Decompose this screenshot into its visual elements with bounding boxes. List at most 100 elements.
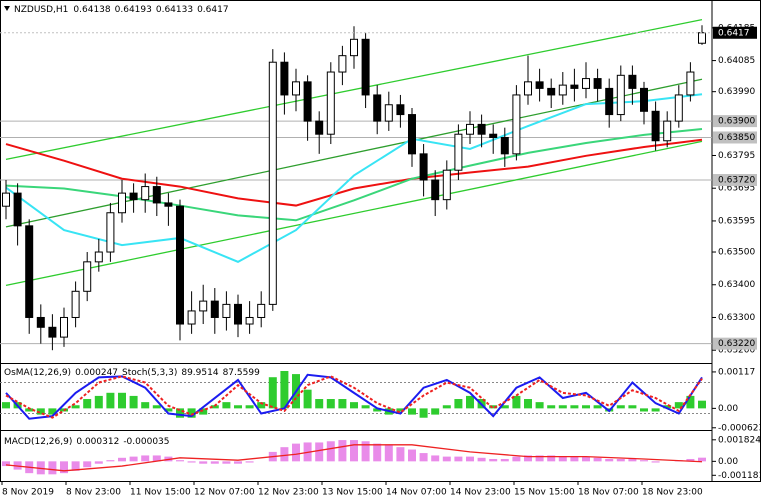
candle-body	[466, 123, 474, 135]
osma-bar	[431, 408, 440, 415]
macd-bar	[477, 457, 486, 462]
macd-bar	[71, 461, 80, 471]
candle-body	[373, 94, 382, 122]
candle-body	[500, 136, 509, 155]
y-tick-label: 0.63695	[718, 184, 755, 194]
y-tick-label: 0.63200	[718, 346, 755, 356]
level-box	[713, 174, 757, 187]
level-label: 0.63220	[718, 339, 755, 349]
osma-bar	[326, 399, 335, 409]
macd-bar	[315, 442, 324, 462]
osma-bar	[512, 395, 521, 409]
macd-bar	[454, 456, 463, 462]
osma-bar	[234, 405, 242, 409]
candle-body	[152, 186, 161, 204]
candle-body	[524, 81, 532, 96]
macd-bar	[640, 460, 648, 462]
level-box	[713, 131, 757, 144]
symbol: NZDUSD,H1	[14, 5, 68, 15]
candle-body	[570, 84, 579, 89]
macd-bar	[106, 460, 115, 462]
candle-body	[558, 84, 567, 96]
macd-bar	[605, 458, 614, 462]
macd-bar	[698, 457, 706, 462]
header-high: 0.64193	[115, 5, 152, 15]
macd-bar	[616, 458, 625, 462]
x-tick-label: 11 Nov 15:00	[130, 488, 191, 498]
osma-bar	[674, 402, 683, 409]
y-tick-label: 0.63400	[718, 280, 755, 290]
stoch-title: Stoch(5,3,3)	[122, 368, 177, 378]
level-label: 0.63850	[718, 133, 755, 143]
macd-bar	[94, 461, 103, 464]
macd-bar	[2, 461, 10, 467]
candle-body	[698, 32, 706, 44]
candle-body	[674, 94, 683, 122]
macd-bar	[547, 455, 556, 462]
macd-bar	[222, 461, 231, 464]
macd-bar	[118, 457, 126, 462]
osma-bar	[361, 405, 370, 409]
level-label: 0.63900	[718, 117, 755, 127]
macd-bar	[187, 461, 196, 463]
line-series	[5, 140, 703, 287]
header-low: 0.64133	[156, 5, 193, 15]
y-tick-label: 0.00117	[718, 367, 755, 377]
level-box	[713, 337, 757, 350]
osma-bar	[570, 405, 579, 409]
osma-bar	[83, 399, 92, 409]
macd-bar	[408, 449, 416, 462]
macd-bar	[152, 455, 161, 462]
macd-bar	[210, 461, 219, 464]
candle-body	[2, 192, 10, 207]
plot-layer: 0.641850.640850.639900.637950.636950.635…	[0, 19, 761, 498]
candle-body	[118, 192, 126, 214]
macd-bar	[570, 456, 579, 462]
y-tick-label: 0.63595	[718, 216, 755, 226]
osma-value: 0.000247	[75, 368, 118, 378]
macd-bar	[396, 447, 405, 462]
line-series	[5, 19, 703, 161]
candle-body	[489, 133, 498, 138]
candle-body	[315, 120, 324, 135]
candle-body	[547, 87, 556, 96]
macd-bar	[245, 461, 254, 463]
osma-bar	[442, 405, 451, 409]
y-tick-label: -0.000623	[718, 423, 761, 433]
osma-bar	[245, 405, 254, 409]
candle-body	[25, 225, 34, 318]
macd-bar	[350, 440, 358, 462]
macd-bar	[686, 458, 695, 462]
macd-bar	[361, 441, 370, 462]
candle-body	[187, 310, 196, 325]
osma-bar	[268, 377, 277, 409]
candle-body	[106, 212, 115, 253]
candle-body	[605, 87, 614, 116]
candle-body	[442, 169, 451, 201]
candle-body	[129, 192, 138, 201]
macd-bar	[48, 461, 57, 475]
osma-bar	[408, 408, 416, 415]
chart-header: NZDUSD,H1 0.64138 0.64193 0.64133 0.6417	[14, 5, 229, 15]
osma-title: OsMA(12,26,9)	[4, 368, 71, 378]
osma-bar	[303, 389, 312, 409]
osma-bar	[547, 405, 556, 409]
candle-body	[36, 316, 45, 328]
candle-body	[419, 153, 428, 181]
macd-bar	[141, 455, 150, 462]
macd-bar	[83, 461, 92, 468]
osma-bar	[129, 395, 138, 409]
candle-body	[640, 87, 648, 112]
candle-body	[292, 81, 300, 96]
macd-header: MACD(12,26,9) 0.000312 -0.000035	[4, 437, 170, 447]
y-tick-label: 0.63795	[718, 151, 755, 161]
macd-bar	[628, 458, 637, 462]
osma-bar	[593, 405, 602, 409]
candle-body	[13, 192, 22, 227]
macd-bar	[373, 443, 382, 462]
current-price-box	[713, 26, 757, 39]
osma-bar	[651, 408, 660, 412]
osma-bar	[280, 370, 289, 409]
osma-bar	[582, 405, 590, 409]
macd-bar	[326, 441, 335, 462]
